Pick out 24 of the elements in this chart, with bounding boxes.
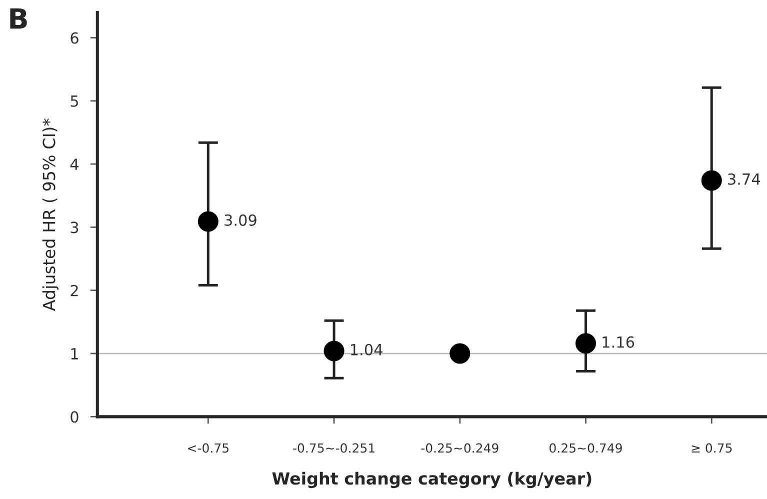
x-tick-label: -0.75~-0.251 [293, 443, 374, 453]
y-tick-label: 6 [70, 32, 78, 44]
data-label: 1.16 [602, 336, 634, 348]
y-tick-label: 4 [70, 158, 78, 170]
y-tick-label: 5 [70, 96, 78, 107]
text: B [10, 8, 27, 29]
y-tick-label: 0 [70, 411, 78, 423]
data-label: 3.09 [224, 214, 256, 226]
point [450, 343, 470, 364]
y-tick-label: 2 [70, 284, 78, 296]
x-tick-label: -0.25~0.249 [421, 443, 498, 453]
x-tick-label: 0.25~0.749 [550, 443, 622, 453]
point [198, 211, 218, 232]
y-tick-label: 3 [70, 222, 78, 234]
data-label: 3.74 [728, 173, 760, 185]
x-tick-label: ≥ 0.75 [692, 443, 732, 453]
point [575, 333, 596, 354]
point [701, 170, 722, 191]
x-axis-title: Weight change category (kg/year) [272, 472, 592, 488]
x-tick-label: <-0.75 [188, 443, 228, 453]
point [324, 340, 344, 362]
data-label: 1.04 [350, 344, 382, 356]
y-tick-label: 1 [71, 348, 78, 360]
y-axis-title: Adjusted HR ( 95% CI)* [42, 118, 59, 312]
